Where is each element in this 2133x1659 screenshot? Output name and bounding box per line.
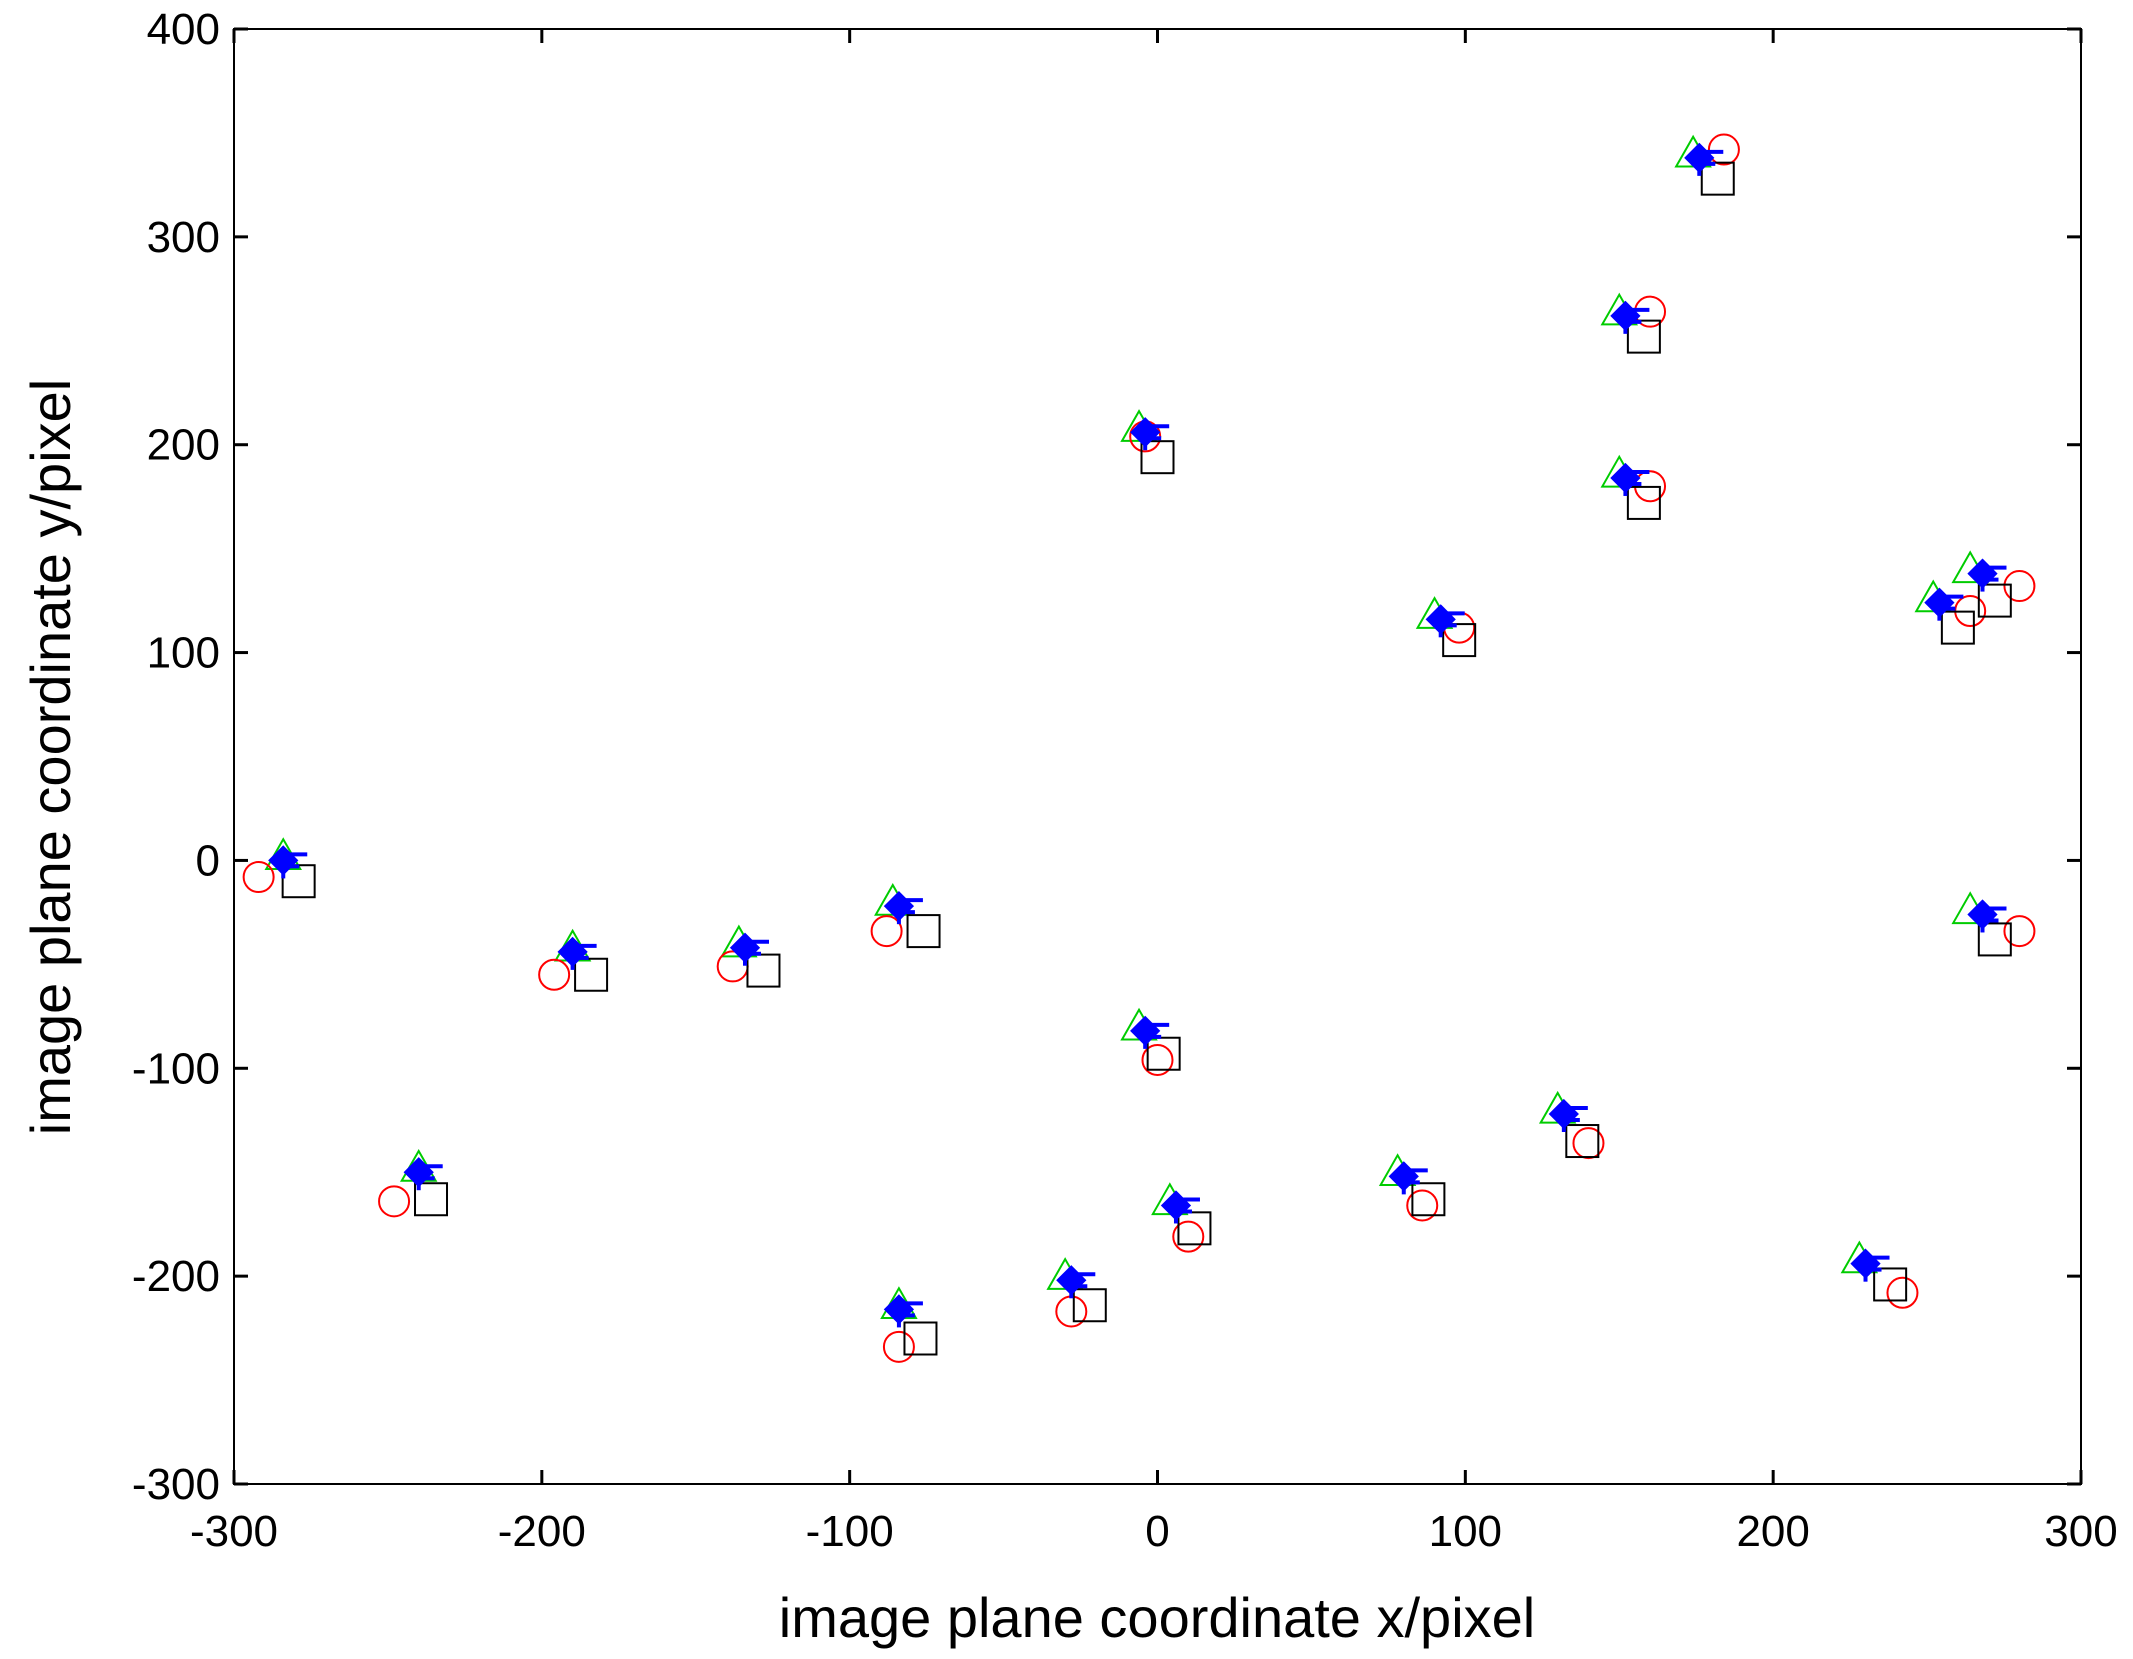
- square-point: [1626, 319, 1661, 354]
- square-point: [746, 953, 781, 988]
- square-point: [1940, 610, 1975, 645]
- circle-point: [1172, 1220, 1205, 1253]
- axis-ticks: [232, 27, 2083, 1486]
- square-point: [1565, 1124, 1600, 1159]
- square-point: [1411, 1182, 1446, 1217]
- circle-point: [2003, 915, 2036, 948]
- square-point: [1442, 623, 1477, 658]
- square-point: [1700, 161, 1735, 196]
- y-tick-label: 200: [147, 421, 220, 470]
- square-point: [1977, 922, 2012, 957]
- circle-point: [1141, 1043, 1174, 1076]
- square-point: [1177, 1211, 1212, 1246]
- circle-point: [1406, 1189, 1439, 1222]
- x-tick-label: -200: [498, 1507, 586, 1556]
- plot-frame: [233, 28, 2082, 1485]
- series-square: [281, 161, 2012, 1356]
- square-point: [906, 914, 941, 949]
- x-tick-label: -100: [806, 1507, 894, 1556]
- circle-point: [1707, 133, 1740, 166]
- series-diamond: [268, 142, 2007, 1328]
- square-point: [1146, 1036, 1181, 1071]
- square-point: [903, 1321, 938, 1356]
- axis-tick-labels: -300 -200 -100 0 100 200 300 -300 -200 -100 0 100 20…: [132, 5, 2118, 1556]
- y-tick-label: 300: [147, 213, 220, 262]
- square-point: [1873, 1267, 1908, 1302]
- x-tick-label: 100: [1429, 1507, 1502, 1556]
- circle-point: [1572, 1127, 1605, 1160]
- y-tick-label: -300: [132, 1460, 220, 1509]
- circle-point: [870, 915, 903, 948]
- circle-point: [378, 1185, 411, 1218]
- square-point: [1140, 440, 1175, 475]
- x-tick-label: 300: [2044, 1507, 2117, 1556]
- square-point: [574, 957, 609, 992]
- x-tick-label: -300: [190, 1507, 278, 1556]
- y-tick-label: -200: [132, 1252, 220, 1301]
- square-point: [1977, 583, 2012, 618]
- circle-point: [538, 958, 571, 991]
- square-point: [414, 1182, 449, 1217]
- x-axis-label: image plane coordinate x/pixel: [779, 1586, 1535, 1649]
- square-point: [1072, 1288, 1107, 1323]
- circle-point: [882, 1330, 915, 1363]
- y-tick-label: 0: [196, 836, 220, 885]
- y-axis-label: image plane coordinate y/pixel: [19, 379, 82, 1135]
- square-point: [1626, 485, 1661, 520]
- circle-point: [242, 861, 275, 894]
- x-tick-label: 200: [1736, 1507, 1809, 1556]
- data-marks: [242, 133, 2036, 1363]
- y-tick-label: 400: [147, 5, 220, 54]
- series-circle: [242, 133, 2036, 1363]
- circle-point: [2003, 570, 2036, 603]
- series-triangle: [264, 134, 1989, 1319]
- y-tick-label: -100: [132, 1044, 220, 1093]
- circle-point: [1886, 1276, 1919, 1309]
- x-tick-label: 0: [1145, 1507, 1169, 1556]
- y-tick-label: 100: [147, 629, 220, 678]
